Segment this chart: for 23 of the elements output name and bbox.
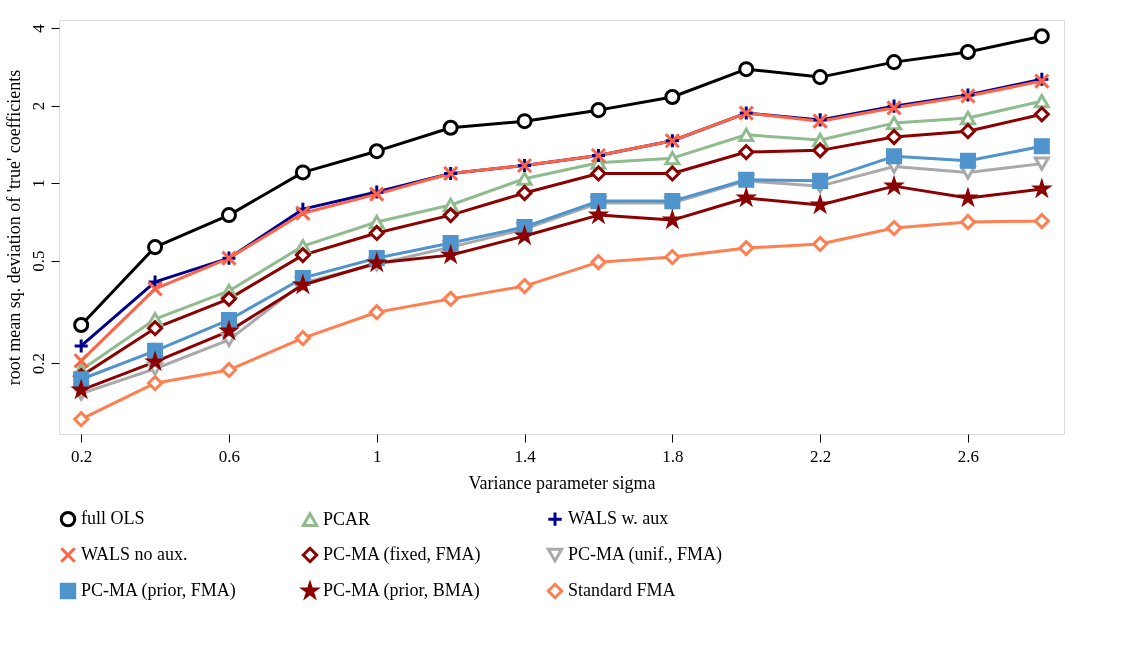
y-axis-title: root mean sq. deviation of 'true' coefficients [3,69,24,386]
x-tick-label: 0.6 [218,446,241,466]
legend-label: WALS w. aux [568,508,669,529]
legend-label: Standard FMA [568,580,676,600]
legend-label: PC-MA (unif., FMA) [568,544,723,565]
legend-label: PC-MA (prior, FMA) [81,580,236,601]
legend-label: PCAR [323,508,371,529]
x-axis-title: Variance parameter sigma [468,472,656,493]
x-tick-label: 1.8 [662,446,684,466]
y-tick-label: 2 [28,101,48,111]
x-tick-label: 0.2 [71,446,93,466]
y-tick-label: 4 [28,23,48,33]
legend-label: WALS no aux. [81,544,188,564]
x-tick-label: 1.4 [514,446,537,466]
y-tick-label: 0.5 [28,250,48,272]
legend-label: full OLS [81,508,145,529]
x-tick-label: 1 [373,446,382,466]
x-tick-label: 2.6 [957,446,980,466]
y-tick-label: 1 [28,179,48,188]
legend-label: PC-MA (prior, BMA) [323,580,480,601]
x-tick-label: 2.2 [810,446,832,466]
legend-label: PC-MA (fixed, FMA) [323,544,481,565]
y-tick-label: 0.2 [28,352,48,375]
